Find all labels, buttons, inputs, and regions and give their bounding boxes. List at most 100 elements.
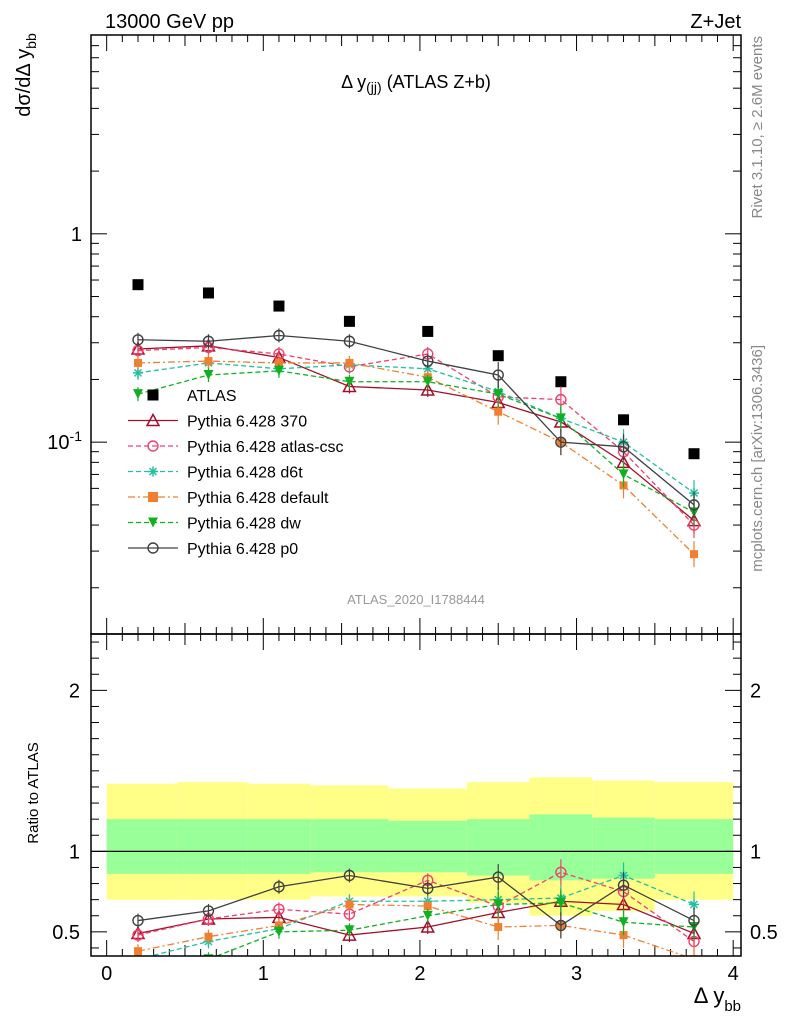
main-pythia-6-428-p0-point (617, 441, 630, 453)
main-pythia-6-428-p0-point (492, 369, 504, 381)
main-y-axis-label: dσ/dΔ ybb (13, 33, 39, 117)
main-pythia-6-428-default-point (274, 358, 283, 367)
x-tick-label: 4 (728, 963, 739, 985)
x-axis-label: Δ ybb (694, 983, 741, 1015)
side-label-rivet: Rivet 3.1.10, ≥ 2.6M events (749, 36, 766, 219)
ratio-pythia-6-428-370-point (420, 919, 436, 933)
main-atlas-point (273, 300, 285, 312)
legend-pythia-6-428-atlas-csc-label: Pythia 6.428 atlas-csc (187, 439, 344, 456)
header-right: Z+Jet (690, 11, 741, 33)
ratio-band-inner (654, 819, 734, 874)
ratio-pythia-6-428-d6t-point (689, 899, 700, 910)
main-watermark: ATLAS_2020_I1788444 (347, 592, 485, 607)
ratio-pythia-6-428-atlas-csc-point (132, 929, 144, 941)
main-pythia-6-428-d6t-point (132, 367, 143, 378)
ratio-pythia-6-428-p0-point (688, 914, 700, 927)
ratio-pythia-6-428-default-point (423, 902, 432, 911)
ratio-pythia-6-428-default-point (133, 947, 142, 956)
ratio-pythia-6-428-p0-point (273, 881, 285, 893)
ratio-band-inner (106, 819, 178, 874)
main-clipped-series (130, 279, 702, 568)
main-pythia-6-428-default-point (494, 407, 503, 416)
legend-pythia-6-428-d6t-label: Pythia 6.428 d6t (187, 465, 303, 482)
ratio-pythia-6-428-370-point (342, 927, 357, 941)
legend-pythia-6-428-p0-label: Pythia 6.428 p0 (187, 541, 298, 558)
legend-pythia-6-428-p0-marker (147, 542, 159, 554)
ratio-pythia-6-428-p0-point (202, 905, 215, 917)
ratio-pythia-6-428-default-point (345, 900, 354, 909)
ratio-pythia-6-428-dw-point (555, 897, 566, 908)
main-atlas-point (492, 350, 504, 362)
main-pythia-6-428-370-point (420, 382, 436, 396)
ratio-y-tick-label-left: 1 (69, 841, 80, 863)
main-pythia-6-428-dw-point (618, 469, 629, 480)
ratio-y-tick-label-right: 1 (750, 841, 761, 863)
ratio-pythia-6-428-dw-point (273, 926, 284, 937)
main-plot-title: Δ y(jj) (ATLAS Z+b) (341, 72, 491, 95)
legend-pythia-6-428-d6t-marker (148, 466, 158, 477)
main-title-text: Δ y(jj) (ATLAS Z+b) (341, 72, 491, 95)
main-y-tick-label: 10-1 (47, 428, 82, 454)
ratio-pythia-6-428-p0-point (492, 871, 504, 883)
x-tick-label: 1 (258, 963, 269, 985)
ratio-pythia-6-428-dw-point (493, 899, 504, 910)
legend-atlas-marker (147, 389, 159, 401)
main-pythia-6-428-dw-point (132, 389, 143, 400)
x-tick-label: 0 (101, 963, 112, 985)
legend: ATLAS Pythia 6.428 370 Pythia 6.428 atlas-… (128, 388, 344, 558)
main-atlas-point (422, 325, 434, 337)
ratio-pythia-6-428-d6t-point-stroke (140, 955, 142, 956)
legend-pythia-6-428-370-marker (145, 412, 161, 427)
main-atlas-point (132, 279, 144, 291)
main-pythia-6-428-dw-line (137, 370, 695, 513)
ratio-pythia-6-428-default-line (137, 903, 687, 956)
ratio-clipped-series (130, 859, 702, 972)
main-atlas-point (555, 376, 567, 388)
main-y-tick-label: 1 (71, 224, 82, 246)
main-pythia-6-428-370-point (342, 378, 357, 393)
ratio-plot-frame (90, 633, 742, 957)
ratio-pythia-6-428-default-point (204, 932, 213, 941)
main-series-group (130, 279, 702, 568)
main-pythia-6-428-default-point (204, 357, 213, 366)
legend-pythia-6-428-atlas-csc-marker (147, 440, 159, 452)
main-atlas-point (343, 315, 355, 327)
main-y-axis-label-text: dσ/dΔ ybb (13, 33, 39, 117)
main-pythia-6-428-atlas-csc-point (555, 393, 567, 406)
main-pythia-6-428-dw-point (493, 389, 504, 400)
main-axis-ticks: 1 10-1 (47, 34, 741, 956)
legend-pythia-6-428-default-label: Pythia 6.428 default (187, 490, 329, 507)
legend-pythia-6-428-370-label: Pythia 6.428 370 (187, 414, 307, 431)
main-pythia-6-428-p0-point (343, 335, 356, 347)
main-pythia-6-428-p0-point (202, 335, 215, 347)
ratio-pythia-6-428-p0-point (555, 919, 567, 932)
main-pythia-6-428-p0-point (688, 499, 700, 511)
main-pythia-6-428-default-point (345, 358, 354, 367)
ratio-pythia-6-428-atlas-csc-point (273, 903, 285, 916)
ratio-y-tick-label-left: 2 (69, 680, 80, 702)
ratio-pythia-6-428-p0-point (422, 882, 434, 895)
main-pythia-6-428-default-point (133, 358, 142, 367)
ratio-pythia-6-428-dw-point (422, 910, 433, 921)
ratio-y-tick-label-right: 0.5 (750, 922, 778, 944)
main-pythia-6-428-dw-point (422, 376, 433, 387)
x-tick-label: 3 (571, 963, 582, 985)
ratio-axis-ticks: 0.5 0.5 1 1 2 2 0 1 2 3 4 (52, 641, 778, 985)
ratio-pythia-6-428-p0-point (132, 914, 144, 927)
legend-atlas-label: ATLAS (187, 388, 237, 405)
main-pythia-6-428-p0-point (132, 334, 144, 346)
legend-pythia-6-428-dw-marker (148, 517, 158, 528)
ratio-series-group (130, 859, 702, 972)
main-atlas-point (202, 287, 214, 299)
legend-pythia-6-428-dw-label: Pythia 6.428 dw (187, 516, 301, 533)
main-atlas-point (688, 448, 700, 460)
ratio-y-axis-label: Ratio to ATLAS (25, 742, 42, 843)
ratio-pythia-6-428-d6t-point-stroke (134, 955, 136, 956)
ratio-band-inner (177, 819, 248, 874)
main-pythia-6-428-p0-point (422, 355, 434, 367)
main-pythia-6-428-dw-point (203, 370, 214, 381)
ratio-pythia-6-428-p0-point (343, 869, 356, 882)
ratio-pythia-6-428-dw-point (618, 917, 629, 928)
ratio-pythia-6-428-dw-point (133, 962, 143, 972)
header-left: 13000 GeV pp (105, 11, 234, 33)
